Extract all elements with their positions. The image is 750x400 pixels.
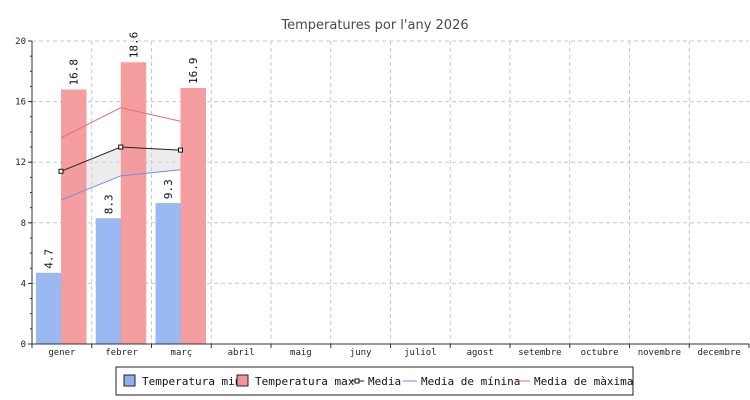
x-tick-label: novembre [638,348,681,358]
legend-label-avg-max: Media de màxima [534,375,633,388]
legend-label-max: Temperatura max [255,375,355,388]
avg-marker [118,144,124,150]
y-tick-label: 12 [15,158,26,168]
bar-max [180,87,206,344]
line-avg-min [60,169,181,201]
x-tick-label: març [171,348,193,358]
y-tick-label: 8 [21,219,26,229]
data-label-max: 16.9 [187,57,200,84]
x-tick-label: febrer [105,348,138,358]
bar-max [61,89,87,344]
bars [36,62,206,345]
legend-box [115,366,634,396]
x-tick-label: octubre [581,348,619,358]
legend-swatch-avg-marker [354,378,360,384]
y-tick-label: 0 [21,340,26,350]
bar-min [36,272,62,344]
bar-min [95,218,122,344]
legend-swatch-min [123,374,136,387]
data-label-min: 8.3 [103,194,116,214]
data-label-min: 9.3 [162,179,175,199]
x-tick-label: juny [350,348,372,358]
axes: 0 4 8 12 16 20 gener febrer març abril maig juny jul… [15,37,750,358]
x-tick-label: setembre [518,348,561,358]
bar-max [120,62,147,345]
data-labels: 4.7 8.3 9.3 16.8 18.6 16.9 [43,32,201,269]
legend-label-avg-min: Media de mínina [421,375,520,388]
line-avg-max [60,107,181,139]
avg-marker [58,168,64,174]
x-tick-label: maig [290,348,312,358]
y-tick-label: 20 [15,37,26,47]
bar-min [155,203,181,344]
y-tick-label: 4 [21,279,26,289]
x-tick-label: decembre [697,348,740,358]
lines [58,107,183,201]
legend: Temperatura min Temperatura max Media Media… [115,366,634,396]
x-tick-label: juliol [404,348,437,358]
x-tick-label: agost [467,348,494,358]
x-tick-label: gener [48,348,76,358]
avg-marker [178,147,183,153]
chart-title: Temperatures por l'any 2026 [280,18,468,33]
legend-swatch-max [236,374,249,387]
x-tick-label: abril [228,348,255,358]
y-tick-label: 16 [15,98,26,108]
data-label-max: 16.8 [68,59,81,86]
legend-label-avg: Media [368,375,401,388]
data-label-min: 4.7 [43,249,56,269]
legend-label-min: Temperatura min [142,375,241,388]
data-label-max: 18.6 [128,32,141,59]
